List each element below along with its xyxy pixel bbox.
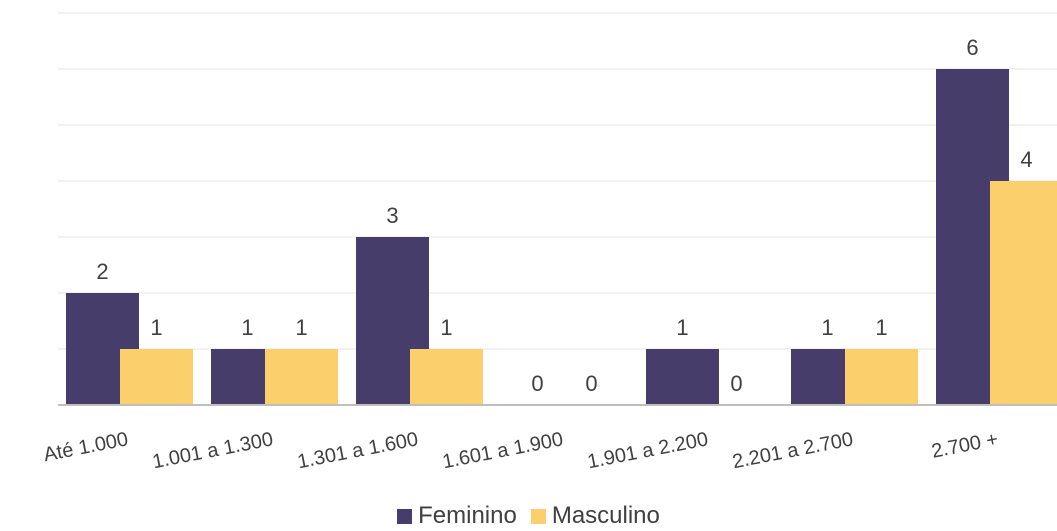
legend-swatch-masculino xyxy=(530,508,546,524)
data-label-feminino-4: 0 xyxy=(531,371,543,396)
data-label-masculino-3: 1 xyxy=(440,315,452,340)
x-tick-label: 2.201 a 2.700 xyxy=(731,428,855,473)
bar-masculino-6 xyxy=(845,349,918,405)
legend-label-masculino: Masculino xyxy=(551,502,660,529)
x-tick-label: Até 1.000 xyxy=(42,428,130,466)
data-label-feminino-6: 1 xyxy=(821,315,833,340)
data-label-masculino-2: 1 xyxy=(295,315,307,340)
legend-item-feminino: Feminino xyxy=(397,502,517,530)
data-label-feminino-2: 1 xyxy=(241,315,253,340)
data-label-masculino-4: 0 xyxy=(585,371,597,396)
data-label-feminino-1: 2 xyxy=(96,259,108,284)
legend: Feminino Masculino xyxy=(0,502,1057,530)
data-label-masculino-1: 1 xyxy=(150,315,162,340)
data-label-feminino-5: 1 xyxy=(676,315,688,340)
x-tick-label: 1.301 a 1.600 xyxy=(296,428,420,473)
data-label-masculino-5: 0 xyxy=(730,371,742,396)
x-tick-label: 1.001 a 1.300 xyxy=(151,428,275,473)
bar-masculino-1 xyxy=(120,349,193,405)
bar-feminino-5 xyxy=(646,349,719,405)
legend-item-masculino: Masculino xyxy=(530,502,660,530)
legend-label-feminino: Feminino xyxy=(418,502,517,529)
x-tick-label: 1.901 a 2.200 xyxy=(586,428,710,473)
bar-masculino-7 xyxy=(990,181,1057,405)
legend-swatch-feminino xyxy=(397,508,413,524)
data-label-feminino-7: 6 xyxy=(966,35,978,60)
x-tick-label: 1.601 a 1.900 xyxy=(441,428,565,473)
data-label-feminino-3: 3 xyxy=(386,203,398,228)
data-label-masculino-7: 4 xyxy=(1020,147,1032,172)
bar-masculino-3 xyxy=(410,349,483,405)
bar-masculino-2 xyxy=(265,349,338,405)
x-tick-label: 2.700 + xyxy=(930,428,1000,462)
data-label-masculino-6: 1 xyxy=(875,315,887,340)
